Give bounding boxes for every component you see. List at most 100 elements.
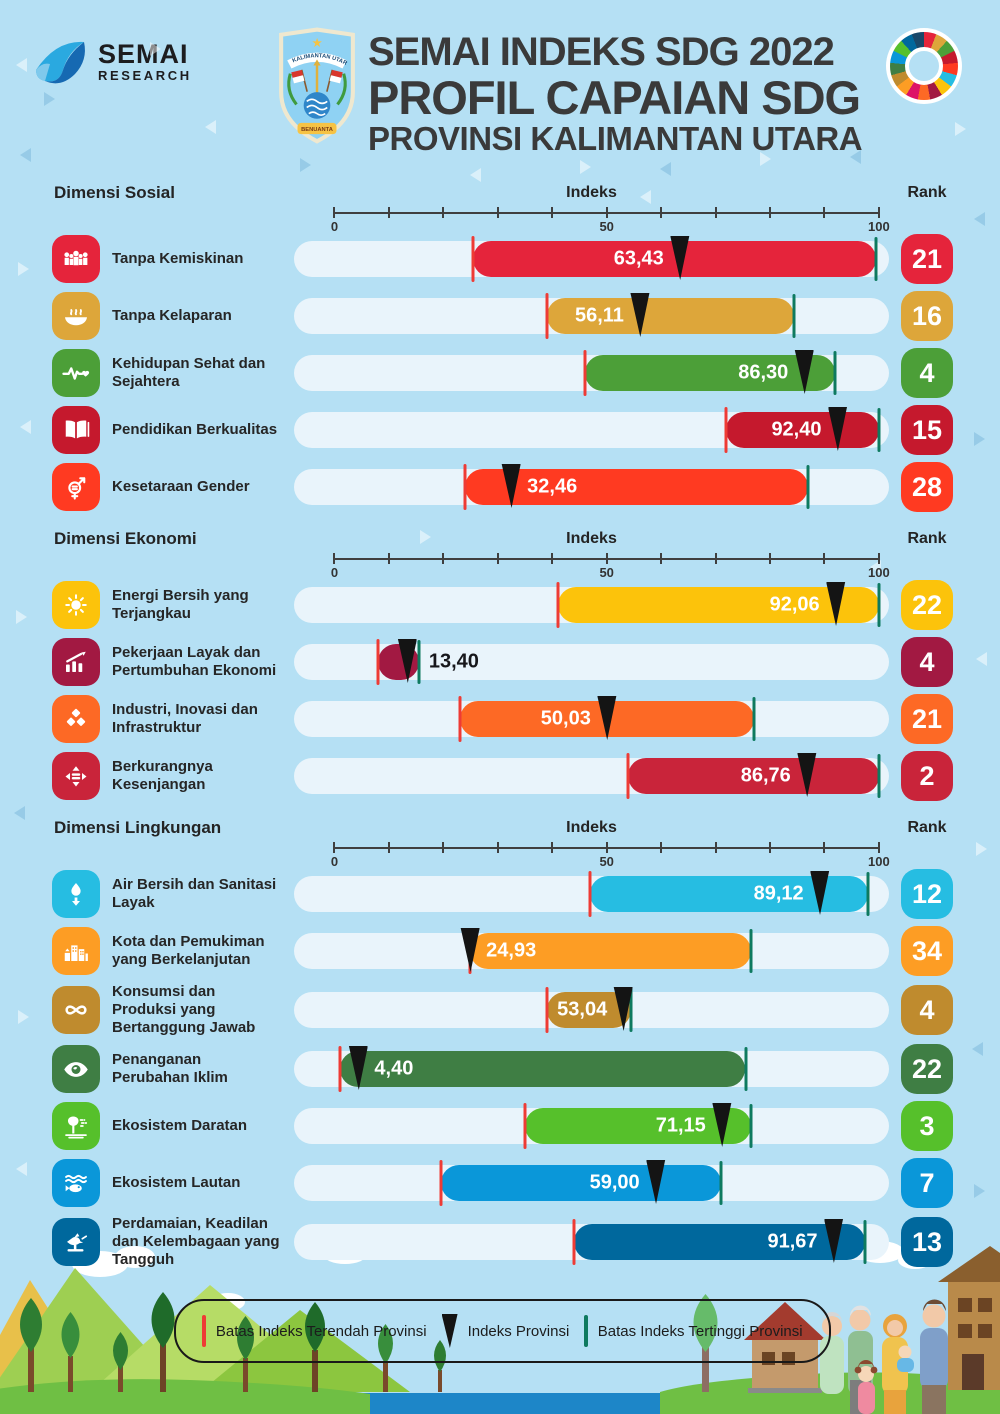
life-on-land-icon: [52, 1102, 100, 1150]
header: SEMAI RESEARCH ★ KALIMANTAN UTARA: [0, 0, 1000, 176]
high-tick-icon: [584, 1315, 588, 1347]
max-tick: [744, 1047, 747, 1091]
axis-tick-mark: [496, 207, 499, 218]
rank-badge: 2: [901, 751, 953, 801]
section-title: Dimensi Ekonomi: [54, 529, 197, 548]
axis-tick-mark: [496, 553, 499, 564]
rank-badge: 21: [901, 234, 953, 284]
max-tick: [749, 1104, 753, 1148]
row-label: Penanganan Perubahan Iklim: [112, 1051, 228, 1086]
section-title: Dimensi Sosial: [54, 183, 175, 202]
index-value: 92,40: [771, 418, 822, 441]
axis-tick-mark: [605, 553, 608, 564]
axis-tick-mark: [714, 207, 717, 218]
max-tick: [417, 640, 421, 684]
index-marker-icon: [441, 1314, 458, 1348]
daughter: [854, 1360, 878, 1414]
indeks-label: Indeks: [566, 530, 617, 547]
clean-water-icon: [52, 870, 100, 918]
index-bar-track: 92,06: [294, 582, 889, 628]
axis-tick-mark: [769, 842, 771, 853]
index-bar-track: 53,04: [294, 987, 889, 1033]
min-tick: [376, 639, 380, 685]
index-range-bar: [546, 298, 795, 334]
axis-tick-mark: [660, 207, 663, 218]
responsible-consumption-icon: [52, 986, 100, 1034]
legend-item-high: Batas Indeks Tertinggi Provinsi: [584, 1315, 803, 1347]
axis-tick-mark: [769, 207, 771, 218]
decor-triangle: [205, 120, 216, 134]
index-value: 24,93: [486, 939, 537, 962]
min-tick: [463, 464, 467, 510]
decor-triangle: [20, 420, 31, 434]
legend-marker-label: Indeks Provinsi: [467, 1322, 570, 1340]
row-tanpa-kemiskinan: Tanpa Kemiskinan 63,43 21: [52, 234, 953, 284]
decor-triangle: [660, 162, 671, 176]
rank-badge: 4: [901, 348, 953, 398]
axis-tick-mark: [387, 207, 390, 218]
max-tick: [752, 697, 756, 741]
max-tick: [806, 465, 810, 509]
row-perdamaian-keadilan: Perdamaian, Keadilan dan Kelembagaan yan…: [52, 1215, 953, 1269]
decor-triangle: [850, 150, 861, 164]
sustainable-cities-icon: [52, 927, 100, 975]
decor-triangle: [580, 160, 591, 174]
semai-research-logo: SEMAI RESEARCH: [28, 34, 192, 90]
tree-right: [693, 1294, 718, 1392]
rank-badge: 12: [901, 869, 953, 919]
emblem-motto-text: BENUANTA: [301, 127, 333, 133]
row-energi-bersih: Energi Bersih yang Terjangkau 92,06 22: [52, 580, 953, 630]
low-tick-icon: [202, 1315, 206, 1347]
row-label: Air Bersih dan Sanitasi Layak: [112, 876, 277, 911]
axis-tick-0: 0: [330, 219, 339, 234]
title-line-3: PROVINSI KALIMANTAN UTARA: [368, 120, 863, 158]
decent-work-icon: [52, 638, 100, 686]
axis-tick-mark: [769, 553, 771, 564]
section-dimensi-ekonomi: Dimensi Ekonomi Indeks Rank 0 50 100: [52, 528, 953, 801]
decor-triangle: [16, 1162, 27, 1176]
decor-triangle: [14, 806, 25, 820]
row-pekerjaan-layak: Pekerjaan Layak dan Pertumbuhan Ekonomi …: [52, 637, 953, 687]
axis-tick-mark: [333, 842, 336, 853]
index-range-bar: [470, 933, 751, 969]
decor-triangle: [976, 652, 987, 666]
index-axis: 0 50 100: [294, 550, 890, 580]
kalimantan-utara-emblem: ★ KALIMANTAN UTARA: [274, 23, 358, 153]
footer-landscape-illustration: [0, 1241, 1000, 1414]
row-air-bersih: Air Bersih dan Sanitasi Layak 89,12 12: [52, 869, 953, 919]
decor-triangle: [972, 1042, 983, 1056]
index-value: 59,00: [589, 1171, 640, 1194]
axis-tick-100: 100: [868, 219, 890, 234]
axis-tick-mark: [496, 842, 499, 853]
axis-tick-mark: [551, 207, 554, 218]
min-tick: [545, 987, 549, 1033]
section-header: Dimensi Sosial Indeks Rank: [52, 182, 953, 204]
rank-badge: 28: [901, 462, 953, 512]
rank-badge: 16: [901, 291, 953, 341]
index-value: 71,15: [655, 1114, 706, 1137]
indeks-label: Indeks: [566, 184, 617, 201]
rank-badge: 4: [901, 985, 953, 1035]
rank-badge: 22: [901, 1044, 953, 1094]
axis-tick-50: 50: [599, 854, 614, 869]
rank-label: Rank: [907, 530, 947, 547]
rank-badge: 7: [901, 1158, 953, 1208]
decor-triangle: [150, 42, 161, 56]
no-poverty-icon: [52, 235, 100, 283]
legend-item-low: Batas Indeks Terendah Provinsi: [202, 1315, 427, 1347]
index-range-bar: [557, 587, 879, 623]
row-label: Tanpa Kemiskinan: [112, 250, 244, 267]
min-tick: [523, 1103, 527, 1149]
rank-badge: 21: [901, 694, 953, 744]
row-label: Industri, Inovasi dan Infrastruktur: [112, 701, 258, 736]
max-tick: [863, 1220, 867, 1264]
row-kota-pemukiman: Kota dan Pemukiman yang Berkelanjutan 24…: [52, 926, 953, 976]
min-tick: [338, 1046, 342, 1092]
row-label: Pekerjaan Layak dan Pertumbuhan Ekonomi: [112, 644, 277, 679]
index-bar-track: 13,40: [294, 639, 889, 685]
max-tick: [719, 1161, 723, 1205]
index-value: 32,46: [527, 475, 578, 498]
max-tick: [833, 351, 837, 395]
row-label: Ekosistem Lautan: [112, 1174, 241, 1191]
axis-tick-50: 50: [599, 565, 614, 580]
